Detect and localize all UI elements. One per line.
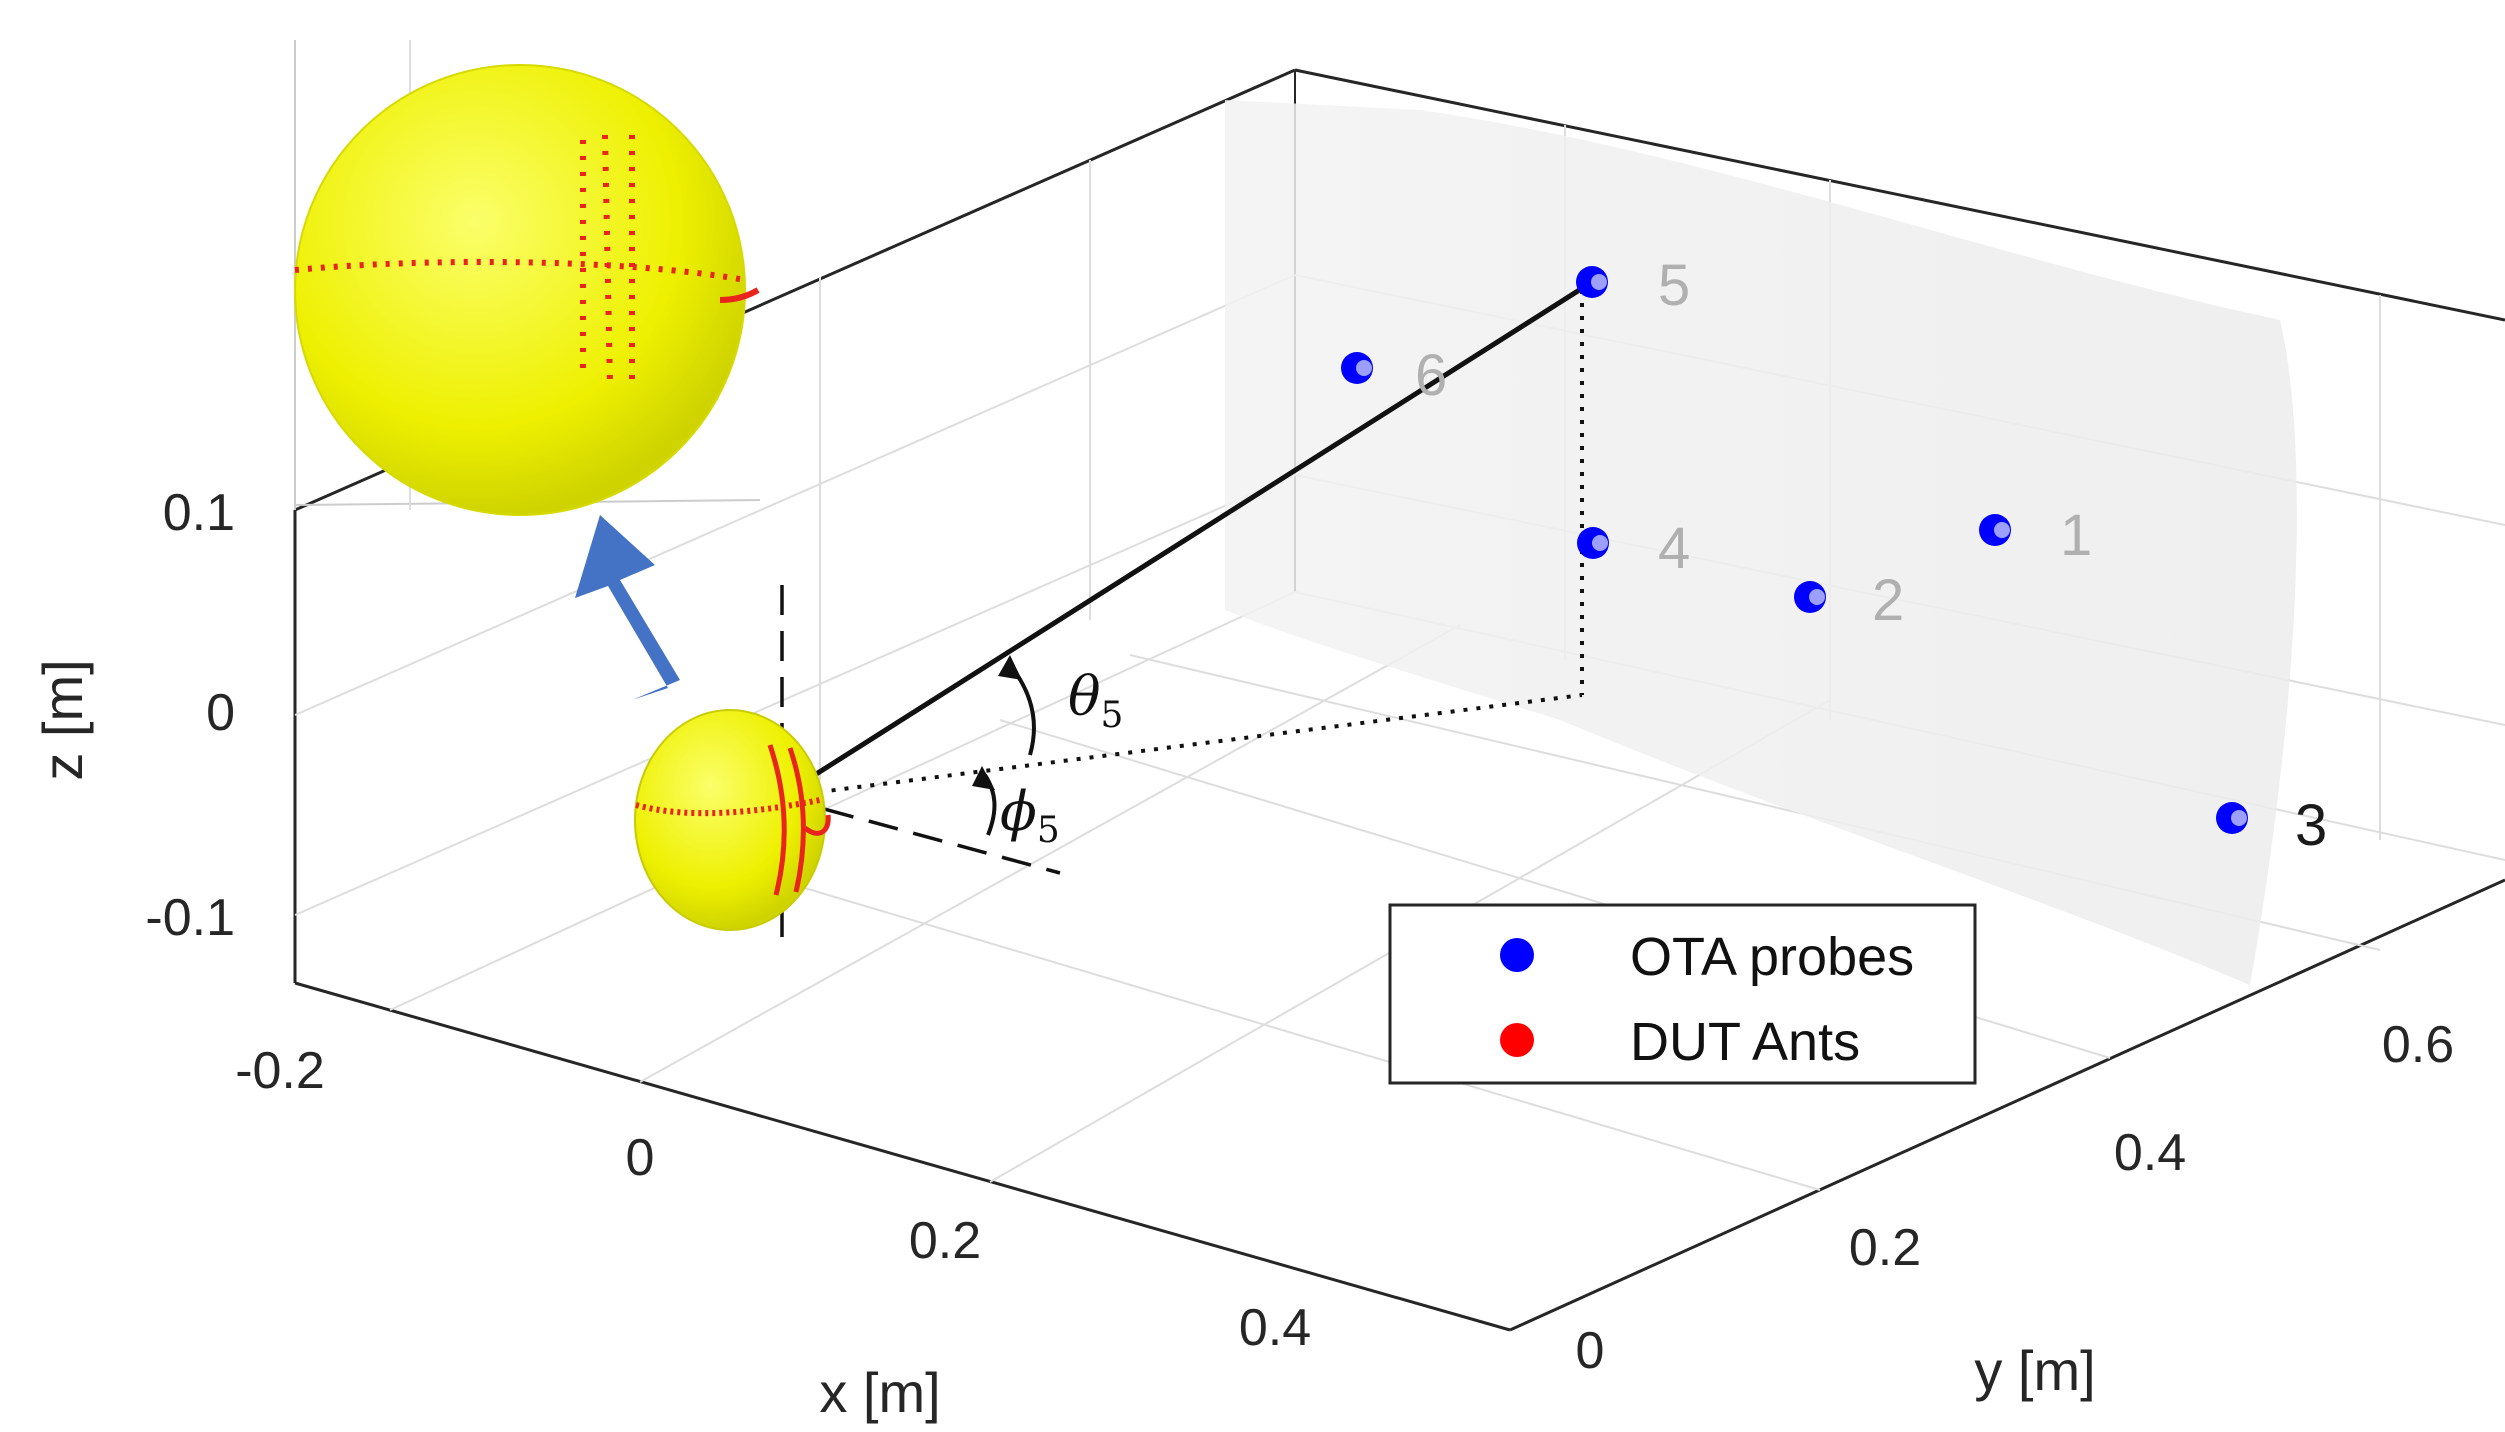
- probe-marker-highlight: [1592, 535, 1608, 551]
- x-tick-label: -0.2: [235, 1042, 325, 1100]
- probe-label-4: 4: [1658, 516, 1690, 581]
- legend-label-ota: OTA probes: [1630, 927, 1914, 987]
- y-tick-label: 0.4: [2114, 1124, 2186, 1182]
- probe-label-6: 6: [1415, 343, 1447, 408]
- x-axis-label: x [m]: [819, 1361, 940, 1424]
- phi-label: ϕ5: [1000, 780, 1060, 851]
- x-tick-labels: -0.2 0 0.2 0.4: [235, 1042, 1311, 1357]
- dut-sphere: [634, 709, 831, 931]
- y-tick-label: 0.6: [2382, 1016, 2454, 1074]
- theta-arrow-icon: [998, 655, 1022, 680]
- probe-marker-highlight: [1809, 589, 1825, 605]
- probe-markers: 1 2 3 4 5 6: [1341, 253, 2327, 858]
- inset-zoom: [294, 40, 761, 516]
- y-axis-label: y [m]: [1974, 1339, 2095, 1402]
- z-axis-label: z [m]: [31, 659, 94, 780]
- theta-label: θ5: [1068, 665, 1123, 736]
- probe-surface: [1225, 100, 2297, 985]
- x-tick-label: 0.2: [909, 1212, 981, 1270]
- probe-label-3: 3: [2295, 793, 2327, 858]
- y-tick-label: 0: [1576, 1322, 1605, 1380]
- probe-marker-highlight: [1994, 522, 2010, 538]
- probe-marker-highlight: [2231, 810, 2247, 826]
- probe-label-5: 5: [1658, 253, 1690, 318]
- legend: OTA probes DUT Ants: [1388, 903, 1977, 1085]
- y-tick-labels: 0 0.2 0.4 0.6: [1576, 1016, 2455, 1380]
- probe-marker-highlight: [1591, 274, 1607, 290]
- probe-label-1: 1: [2060, 503, 2092, 568]
- z-tick-labels: 0.1 0 -0.1: [145, 484, 235, 947]
- y-tick-label: 0.2: [1849, 1219, 1921, 1277]
- z-tick-label: 0: [206, 684, 235, 742]
- x-tick-label: 0: [626, 1129, 655, 1187]
- z-tick-label: 0.1: [163, 484, 235, 542]
- legend-label-dut: DUT Ants: [1630, 1012, 1860, 1072]
- probe-marker-highlight: [1356, 360, 1372, 376]
- legend-marker-ota: [1500, 938, 1534, 972]
- zoom-arrow-icon: [575, 515, 680, 700]
- legend-marker-dut: [1500, 1023, 1534, 1057]
- phi-arrow-icon: [972, 766, 995, 790]
- x-tick-label: 0.4: [1239, 1299, 1311, 1357]
- probe-label-2: 2: [1872, 568, 1904, 633]
- z-tick-label: -0.1: [145, 889, 235, 947]
